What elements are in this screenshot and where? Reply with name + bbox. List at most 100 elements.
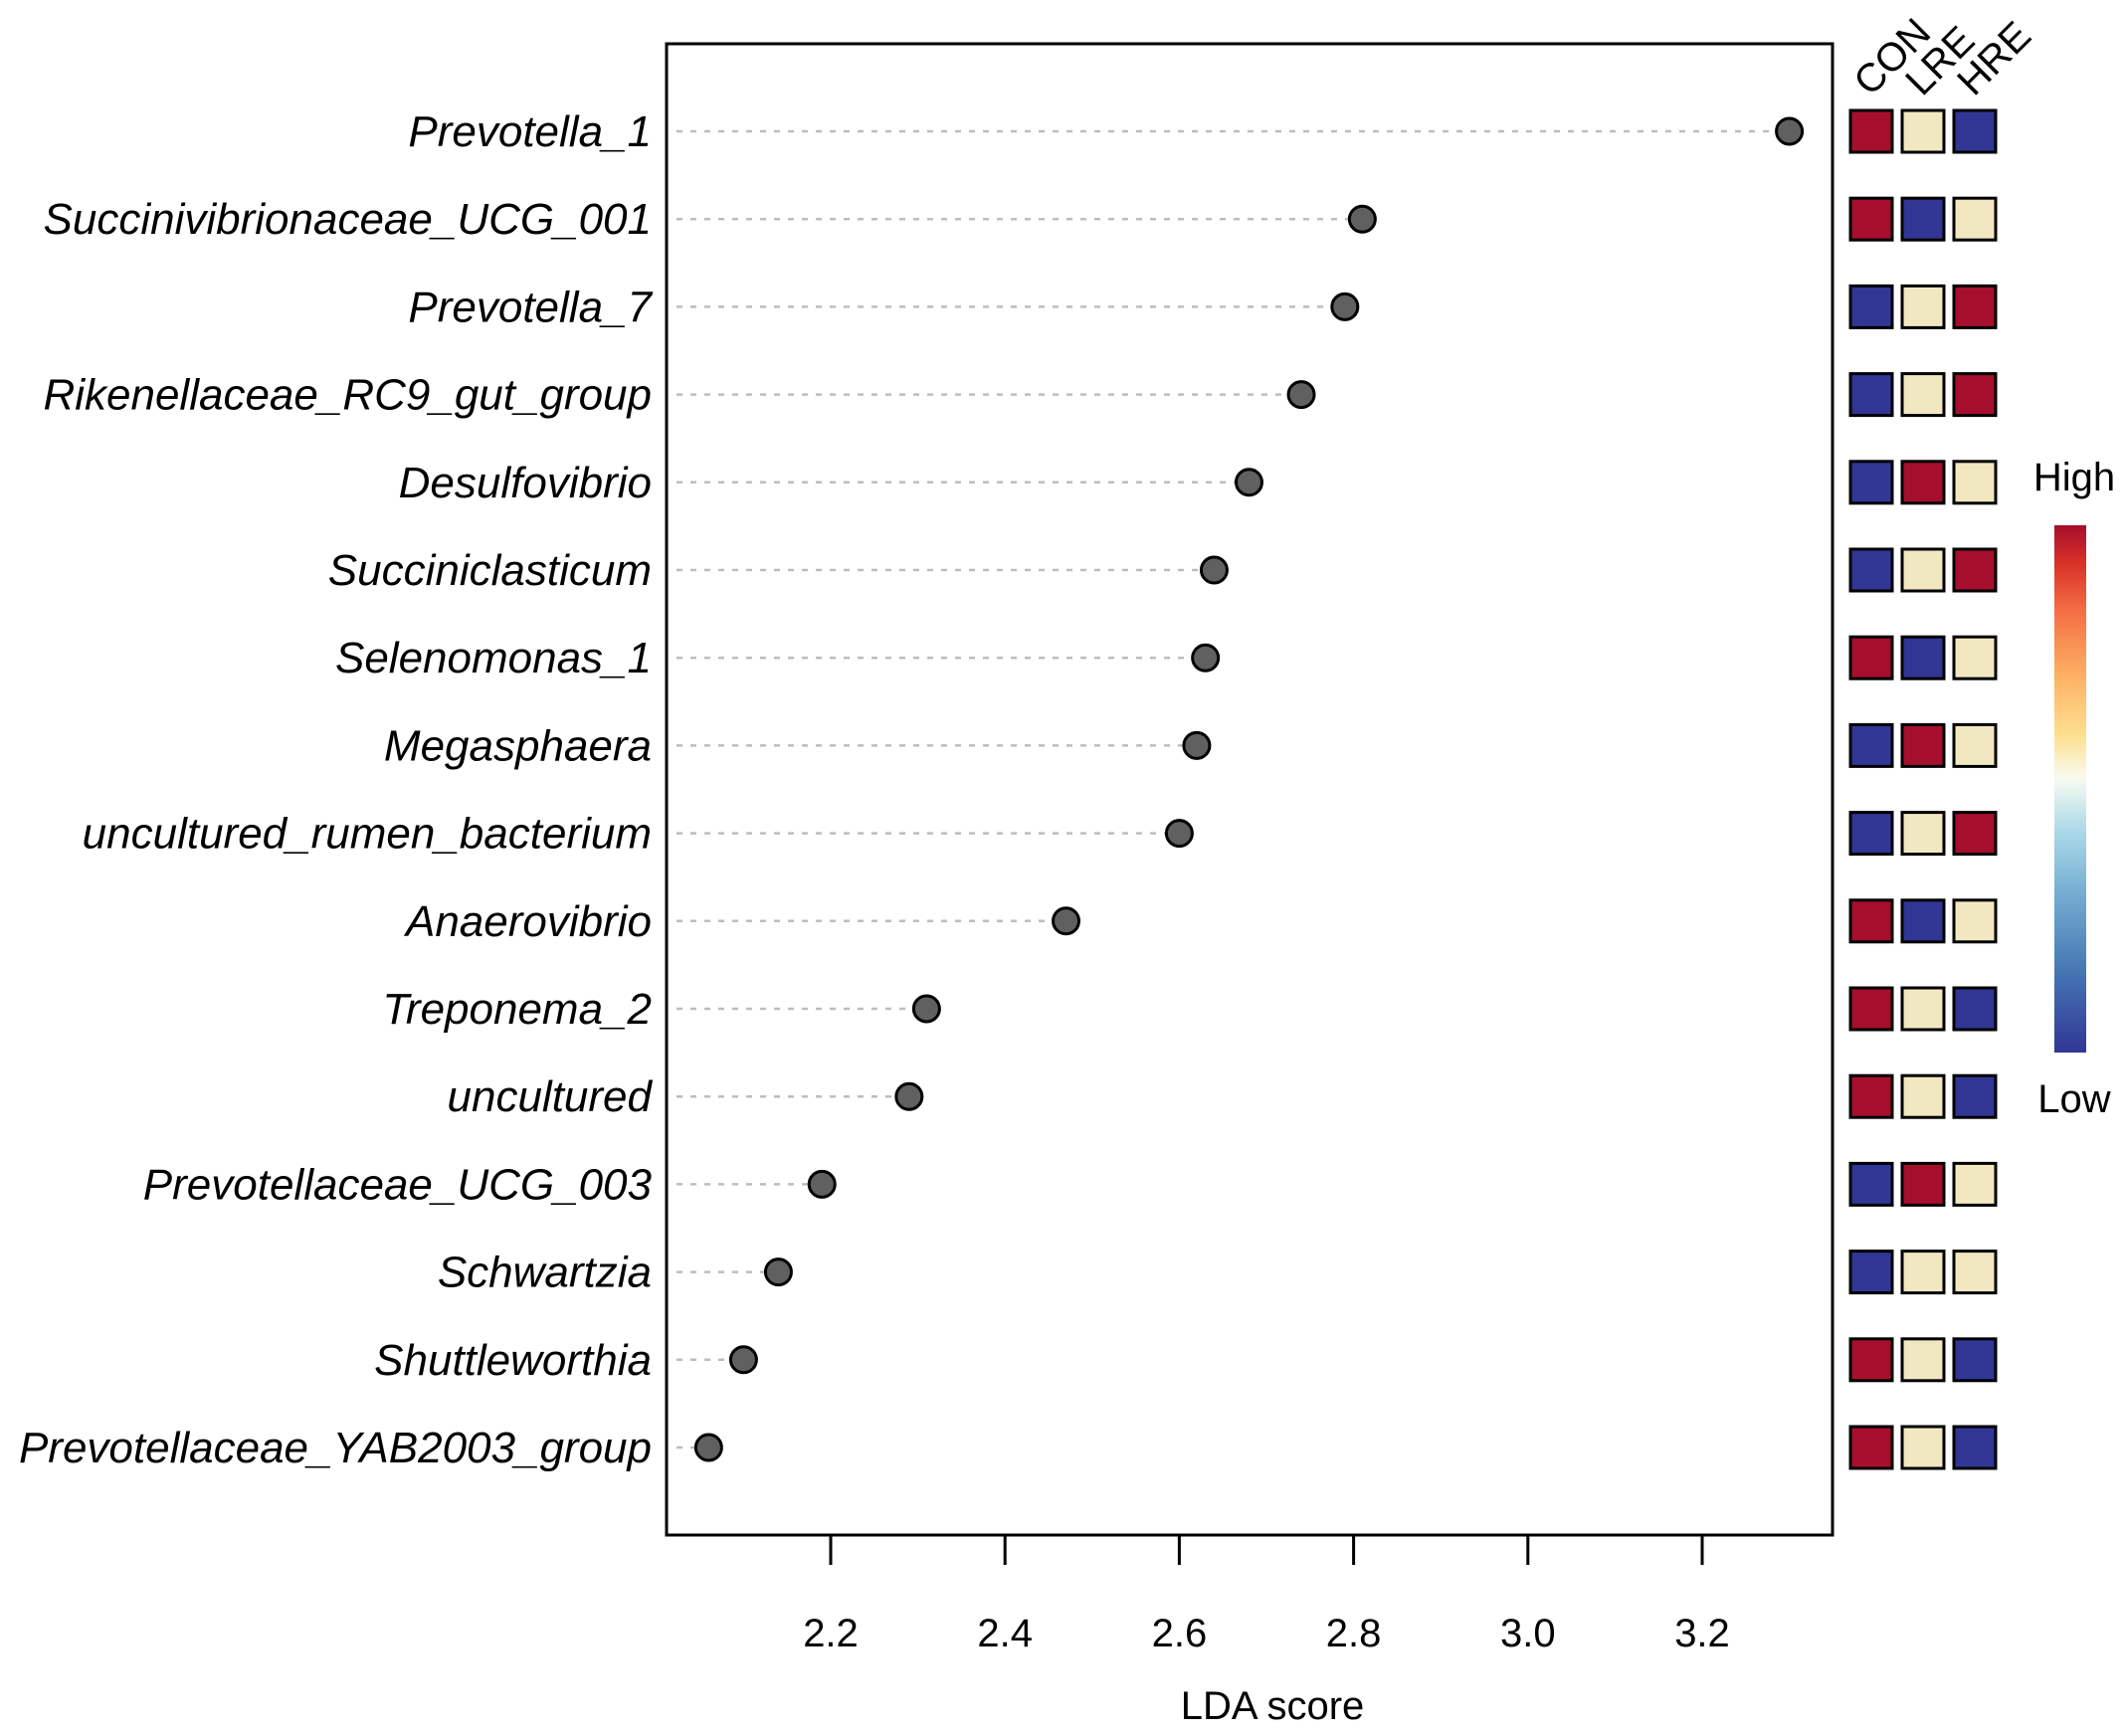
heatmap-cell: [1900, 1337, 1946, 1383]
plot-frame: [665, 42, 1835, 1537]
data-point: [693, 1433, 723, 1462]
heatmap-cell: [1900, 196, 1946, 242]
heatmap-cell: [1952, 1073, 1998, 1119]
y-tick-label: Desulfovibrio: [399, 459, 652, 507]
legend-color-bar: [2054, 525, 2086, 1053]
y-tick-label: Anaerovibrio: [403, 897, 652, 946]
heatmap-cell: [1952, 284, 1998, 329]
data-point: [1347, 204, 1377, 234]
heatmap-cell: [1848, 372, 1894, 418]
heatmap-cell: [1848, 898, 1894, 944]
data-point: [1775, 116, 1805, 146]
x-tick-label: 2.6: [1152, 1612, 1208, 1655]
heatmap-cell: [1848, 1161, 1894, 1207]
heatmap-cell: [1952, 722, 1998, 768]
heatmap-cell: [1848, 108, 1894, 154]
heatmap-cell: [1900, 986, 1946, 1032]
legend-low-label: Low: [2037, 1077, 2110, 1121]
y-tick-label: Megasphaera: [384, 721, 652, 770]
heatmap-cell: [1900, 722, 1946, 768]
heatmap-cell: [1900, 898, 1946, 944]
y-tick-label: uncultured_rumen_bacterium: [83, 810, 652, 859]
heatmap-cell: [1848, 986, 1894, 1032]
heatmap-cell: [1900, 1073, 1946, 1119]
heatmap-cell: [1952, 811, 1998, 857]
x-tick-label: 2.8: [1326, 1612, 1382, 1655]
x-axis-title: LDA score: [1181, 1684, 1365, 1728]
heatmap-cell: [1900, 284, 1946, 329]
heatmap-cell: [1848, 196, 1894, 242]
heatmap-cell: [1952, 1425, 1998, 1470]
heatmap-cell: [1952, 898, 1998, 944]
heatmap-cell: [1848, 635, 1894, 680]
heatmap-cell: [1848, 1425, 1894, 1470]
heatmap-cell: [1848, 811, 1894, 857]
heatmap-cell: [1900, 811, 1946, 857]
heatmap-cell: [1848, 722, 1894, 768]
x-tick-label: 3.0: [1500, 1612, 1556, 1655]
heatmap-cell: [1900, 108, 1946, 154]
heatmap-cell: [1952, 547, 1998, 593]
y-tick-label: uncultured: [448, 1072, 654, 1121]
heatmap-cell: [1952, 372, 1998, 418]
heatmap-cell: [1848, 1250, 1894, 1295]
heatmap-cell: [1952, 1337, 1998, 1383]
legend-high-label: High: [2033, 456, 2115, 499]
heatmap-cell: [1848, 284, 1894, 329]
grid-lines: [676, 129, 1790, 1449]
data-point: [1191, 643, 1221, 673]
data-point: [1234, 468, 1263, 497]
x-axis: 2.2 2.4 2.6 2.8 3.0 3.2: [803, 1535, 1730, 1655]
y-tick-label: Rikenellaceae_RC9_gut_group: [43, 371, 652, 420]
data-point: [728, 1345, 758, 1375]
y-tick-label: Prevotella_1: [408, 107, 652, 156]
heatmap-cell: [1900, 1250, 1946, 1295]
heatmap-cell: [1952, 635, 1998, 680]
heatmap-cell: [1848, 1073, 1894, 1119]
data-point: [894, 1081, 924, 1111]
y-tick-label: Schwartzia: [438, 1249, 652, 1297]
group-heatmap: [1848, 108, 1998, 1470]
y-tick-label: Prevotellaceae_UCG_003: [143, 1160, 653, 1209]
heatmap-cell: [1848, 1337, 1894, 1383]
heatmap-cell: [1952, 1250, 1998, 1295]
heatmap-cell: [1900, 635, 1946, 680]
data-point: [763, 1257, 793, 1287]
x-tick-label: 2.4: [977, 1612, 1033, 1655]
x-tick-label: 2.2: [803, 1612, 859, 1655]
dot-series: [693, 116, 1805, 1462]
data-point: [807, 1169, 837, 1199]
data-point: [1330, 291, 1360, 321]
heatmap-cell: [1952, 1161, 1998, 1207]
data-point: [1182, 730, 1212, 760]
heatmap-cell: [1900, 1161, 1946, 1207]
y-tick-label: Succinivibrionaceae_UCG_001: [44, 195, 652, 244]
heatmap-cell: [1848, 547, 1894, 593]
heatmap-cell: [1848, 460, 1894, 505]
heatmap-cell: [1952, 460, 1998, 505]
heatmap-cell: [1900, 460, 1946, 505]
heatmap-cell: [1952, 986, 1998, 1032]
y-tick-label: Shuttleworthia: [374, 1336, 652, 1385]
heatmap-cell: [1900, 547, 1946, 593]
group-label: HRE: [1949, 14, 2039, 104]
data-point: [1164, 819, 1194, 849]
data-point: [1286, 380, 1316, 410]
y-tick-label: Succiniclasticum: [328, 546, 652, 595]
color-legend: High Low: [2033, 456, 2115, 1121]
x-tick-label: 3.2: [1674, 1612, 1730, 1655]
y-tick-label: Treponema_2: [382, 985, 652, 1034]
y-axis-labels: Prevotella_1 Succinivibrionaceae_UCG_001 P…: [19, 107, 654, 1472]
y-tick-label: Prevotellaceae_YAB2003_group: [19, 1424, 652, 1472]
heatmap-cell: [1952, 196, 1998, 242]
data-point: [911, 994, 941, 1024]
y-tick-label: Selenomonas_1: [335, 634, 652, 682]
heatmap-cell: [1900, 372, 1946, 418]
heatmap-cell: [1900, 1425, 1946, 1470]
data-point: [1199, 555, 1229, 585]
data-point: [1052, 906, 1081, 936]
heatmap-cell: [1952, 108, 1998, 154]
y-tick-label: Prevotella_7: [408, 283, 653, 331]
